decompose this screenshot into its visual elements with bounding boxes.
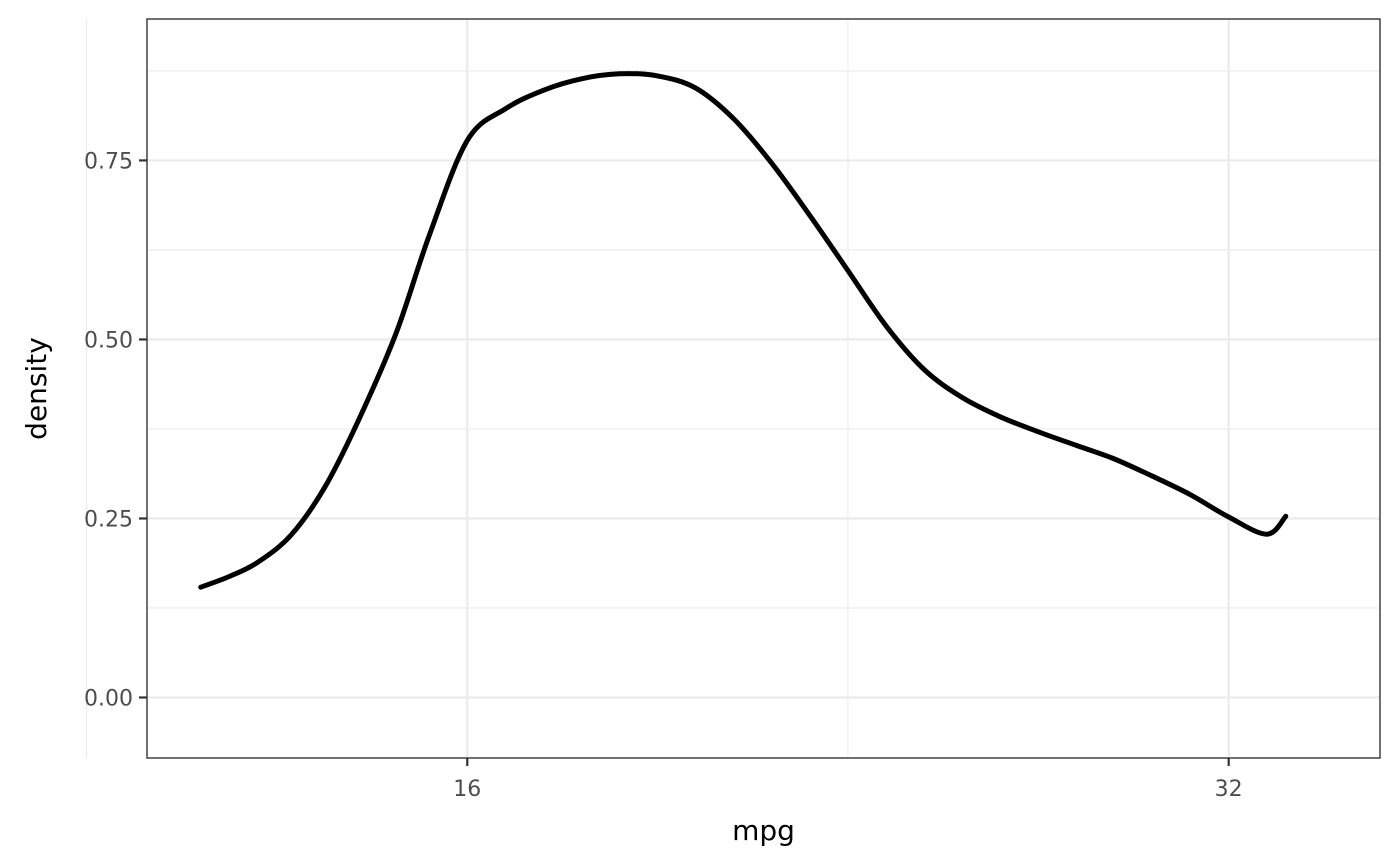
y-tick-label: 0.00 [84,686,133,711]
y-axis-title: density [20,337,53,440]
x-tick-label: 16 [453,777,481,802]
gridlines [86,19,1380,758]
density-curve [198,71,1289,590]
x-tick-label: 32 [1215,777,1243,802]
y-tick-label: 0.75 [84,149,133,174]
y-tick-label: 0.50 [84,328,133,353]
y-tick-label: 0.25 [84,507,133,532]
plot-panel [146,18,1381,759]
axis-ticks: 0.00 0.25 0.50 0.75 16 32 [84,149,1243,802]
density-series [198,71,1289,590]
x-axis-title: mpg [732,814,795,847]
